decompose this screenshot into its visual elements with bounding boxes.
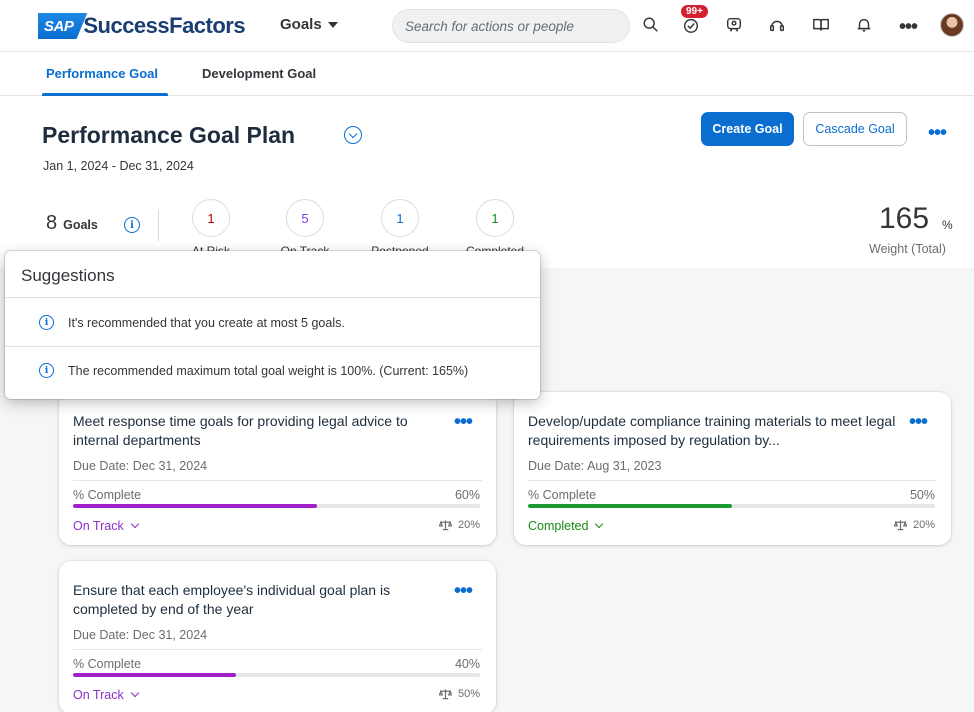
progress-bar [73,673,480,677]
chevron-down-icon [130,519,139,529]
status-label: On Track [73,688,124,702]
goal-card[interactable]: Meet response time goals for providing l… [59,392,496,545]
scale-icon [893,520,907,531]
status-label: On Track [73,519,124,533]
plan-date-range: Jan 1, 2024 - Dec 31, 2024 [43,159,194,173]
percent-complete-label: % Complete [73,657,142,671]
suggestion-item: i The recommended maximum total goal wei… [39,363,468,378]
stat-at-risk[interactable]: 1 [192,199,230,237]
percent-complete-label: % Complete [73,488,142,502]
tab-performance-goal[interactable]: Performance Goal [46,66,158,81]
stat-completed[interactable]: 1 [476,199,514,237]
goal-title[interactable]: Meet response time goals for providing l… [73,413,408,448]
status-label: Completed [528,519,589,533]
goal-count-label: Goals [63,218,98,232]
goal-due-date: Due Date: Dec 31, 2024 [73,459,208,473]
divider [158,209,159,241]
sap-logo-mark: SAP [38,13,88,39]
card-more-icon[interactable]: ••• [453,580,473,602]
progress-bar-fill [528,504,732,508]
goal-count-number: 8 [46,212,58,234]
active-tab-indicator [42,93,168,96]
approvals-icon[interactable] [680,14,702,36]
progress-bar-fill [73,673,236,677]
percent-complete-value: 50% [909,488,935,502]
header-more-icon[interactable]: ••• [928,122,947,144]
divider [5,346,540,347]
goal-weight-value: 20% [912,519,935,531]
goal-due-date: Due Date: Dec 31, 2024 [73,628,208,642]
divider [5,297,540,298]
stat-postponed[interactable]: 1 [381,199,419,237]
stat-on-track[interactable]: 5 [286,199,324,237]
notification-badge: 99+ [681,5,708,18]
goal-weight: 20% [438,519,480,531]
percent-complete-value: 60% [454,488,480,502]
shell-bar: SAP SuccessFactors Goals 99+ ••• [0,0,974,52]
product-name: SuccessFactors [83,13,246,38]
total-weight-label: Weight (Total) [869,242,946,256]
divider [528,480,937,481]
avatar[interactable] [940,13,964,37]
goal-title[interactable]: Develop/update compliance training mater… [528,413,896,448]
people-icon[interactable] [723,14,745,36]
search-field[interactable] [392,9,630,43]
suggestion-item: i It's recommended that you create at mo… [39,315,345,330]
search-icon[interactable] [640,14,662,36]
chevron-down-icon [595,519,604,529]
goal-weight: 20% [893,519,935,531]
card-more-icon[interactable]: ••• [453,411,473,433]
info-icon: i [39,315,54,330]
total-weight-value: 165 [879,202,930,235]
divider [73,649,482,650]
status-dropdown[interactable]: On Track [73,688,139,702]
chevron-down-icon [130,688,139,698]
goal-card[interactable]: Develop/update compliance training mater… [514,392,951,545]
suggestions-popover: Suggestions i It's recommended that you … [5,251,540,399]
card-more-icon[interactable]: ••• [908,411,928,433]
status-dropdown[interactable]: Completed [528,519,604,533]
reading-icon[interactable] [810,14,832,36]
tab-development-goal[interactable]: Development Goal [202,66,317,81]
more-icon[interactable]: ••• [899,16,918,38]
scale-icon [438,689,452,700]
suggestion-text: The recommended maximum total goal weigh… [68,363,469,378]
goal-weight: 50% [438,688,480,700]
goal-due-date: Due Date: Aug 31, 2023 [528,459,662,473]
divider [73,480,482,481]
create-goal-button[interactable]: Create Goal [701,112,794,146]
search-input[interactable] [405,18,617,34]
info-icon: i [39,363,54,378]
goal-title[interactable]: Ensure that each employee's individual g… [73,582,391,617]
goal-count: 8 Goals [46,212,98,235]
caret-down-icon [327,21,338,28]
goal-weight-value: 50% [457,688,480,700]
progress-bar [73,504,480,508]
goal-card[interactable]: Ensure that each employee's individual g… [59,561,496,712]
progress-bar [528,504,935,508]
suggestion-text: It's recommended that you create at most… [68,315,345,330]
notifications-icon[interactable] [853,14,875,36]
page-header: Performance Goal Plan Jan 1, 2024 - Dec … [0,96,974,268]
percent-complete-label: % Complete [528,488,597,502]
module-menu[interactable]: Goals [280,16,338,33]
module-menu-label: Goals [280,16,322,33]
status-dropdown[interactable]: On Track [73,519,139,533]
scale-icon [438,520,452,531]
help-icon[interactable] [766,14,788,36]
info-icon[interactable]: i [124,217,140,233]
page-title: Performance Goal Plan [42,122,296,148]
goal-weight-value: 20% [457,519,480,531]
progress-bar-fill [73,504,318,508]
sap-successfactors-logo[interactable]: SAP SuccessFactors [38,12,246,40]
tab-bar: Performance Goal Development Goal [0,52,974,96]
total-weight-unit: % [942,218,953,232]
percent-complete-value: 40% [454,657,480,671]
popover-title: Suggestions [21,266,115,285]
cascade-goal-button[interactable]: Cascade Goal [803,112,907,146]
chevron-down-icon[interactable] [344,126,362,144]
